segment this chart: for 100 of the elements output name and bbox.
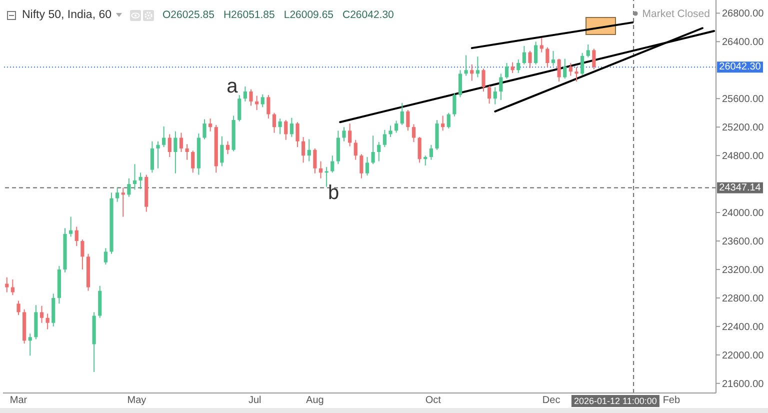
candlestick bbox=[80, 239, 84, 270]
candlestick bbox=[563, 58, 567, 80]
annotation: C26042.30 bbox=[342, 9, 394, 21]
candlestick bbox=[482, 68, 486, 92]
candlestick bbox=[551, 50, 556, 66]
annotation: a bbox=[226, 76, 239, 98]
candlestick bbox=[418, 136, 422, 164]
x-tick-label: Aug bbox=[306, 395, 324, 406]
candlestick bbox=[260, 94, 264, 108]
text: Nifty 50, India, 60 bbox=[22, 9, 112, 21]
candlestick bbox=[179, 132, 184, 153]
candlestick bbox=[400, 102, 404, 126]
candlestick bbox=[296, 122, 300, 148]
candlestick bbox=[40, 305, 44, 324]
candlestick bbox=[116, 187, 120, 202]
candlestick bbox=[168, 134, 172, 158]
candlestick bbox=[424, 155, 428, 166]
candlestick bbox=[46, 313, 50, 330]
candlestick bbox=[429, 144, 433, 160]
candlestick bbox=[156, 140, 160, 169]
candlestick bbox=[522, 45, 526, 65]
candlestick bbox=[580, 52, 584, 76]
y-tick-label: 23600.00 bbox=[722, 236, 764, 248]
annotation: L26009.65 bbox=[284, 9, 334, 21]
candlestick bbox=[488, 85, 492, 104]
y-tick-label: 26400.00 bbox=[722, 37, 764, 48]
candlestick bbox=[446, 112, 450, 130]
y-tick-label: 22400.00 bbox=[722, 322, 764, 333]
y-tick-label: 26800.00 bbox=[722, 8, 764, 20]
x-tick-label: Jul bbox=[248, 395, 262, 406]
candlestick bbox=[499, 73, 503, 101]
candlestick bbox=[528, 50, 532, 68]
candlestick bbox=[307, 138, 311, 162]
candlestick bbox=[243, 86, 247, 102]
y-tick-label: 25600.00 bbox=[722, 94, 764, 106]
candlestick bbox=[5, 276, 9, 293]
candlestick bbox=[318, 160, 323, 179]
ref-line-label: 2026-01-12 11:00:00 bbox=[574, 396, 657, 406]
candlestick bbox=[132, 164, 137, 190]
candlestick bbox=[290, 117, 294, 138]
candlestick bbox=[342, 126, 346, 142]
candlestick bbox=[546, 46, 550, 68]
candlestick bbox=[208, 118, 212, 132]
annotation: O26025.85 bbox=[162, 9, 214, 21]
candlestick bbox=[16, 300, 20, 316]
candlestick bbox=[540, 38, 544, 53]
x-tick-label: Dec bbox=[542, 395, 560, 406]
annotation: b bbox=[328, 182, 340, 204]
candlestick bbox=[238, 94, 242, 122]
candlestick bbox=[69, 216, 73, 238]
candlestick bbox=[74, 226, 78, 246]
candlestick bbox=[382, 129, 386, 148]
ref-line-label: 26042.30 bbox=[719, 62, 762, 73]
candlestick bbox=[377, 142, 381, 162]
candlestick bbox=[586, 44, 590, 58]
candlestick bbox=[220, 136, 224, 167]
x-tick-label: Mar bbox=[10, 395, 28, 406]
candlestick bbox=[360, 154, 364, 179]
candlestick bbox=[191, 150, 195, 174]
candlestick bbox=[150, 140, 154, 174]
annotation: H26051.85 bbox=[223, 9, 275, 21]
candlestick bbox=[10, 278, 14, 296]
candlestick bbox=[470, 64, 474, 82]
candlestick bbox=[441, 115, 445, 132]
candlestick bbox=[127, 178, 131, 198]
candlestick bbox=[394, 120, 398, 134]
candlestick bbox=[504, 62, 509, 80]
ref-line-label: 24347.14 bbox=[719, 182, 762, 194]
candlestick bbox=[249, 88, 253, 106]
candlestick bbox=[592, 48, 596, 70]
candlestick bbox=[255, 95, 259, 110]
candlestick bbox=[302, 136, 306, 164]
x-tick-label: May bbox=[127, 395, 146, 406]
annotation: Market Closed bbox=[642, 8, 710, 20]
candlestick bbox=[336, 130, 340, 165]
candlestick bbox=[574, 66, 578, 82]
y-tick-label: 22000.00 bbox=[722, 350, 764, 362]
candlestick bbox=[348, 123, 352, 147]
candlestick bbox=[202, 118, 206, 140]
candlestick bbox=[568, 62, 572, 76]
candlestick bbox=[476, 56, 480, 78]
candlestick bbox=[104, 248, 108, 265]
y-tick-label: 23200.00 bbox=[722, 265, 764, 276]
candlestick bbox=[226, 140, 230, 155]
candlestick bbox=[278, 118, 282, 135]
candlestick bbox=[354, 139, 358, 160]
y-tick-label: 21600.00 bbox=[722, 378, 764, 390]
candlestick bbox=[388, 125, 392, 138]
x-tick-label: Oct bbox=[425, 395, 442, 406]
candlestick bbox=[493, 86, 497, 105]
candlestick bbox=[458, 70, 462, 98]
candlestick bbox=[324, 166, 328, 188]
candlestick bbox=[28, 333, 32, 356]
candlestick bbox=[284, 119, 288, 140]
candlestick bbox=[406, 109, 410, 132]
candlestick bbox=[452, 92, 456, 117]
y-tick-label: 22800.00 bbox=[722, 294, 764, 305]
candlestick bbox=[266, 94, 270, 120]
candlestick bbox=[330, 155, 334, 174]
candlestick bbox=[185, 144, 189, 160]
